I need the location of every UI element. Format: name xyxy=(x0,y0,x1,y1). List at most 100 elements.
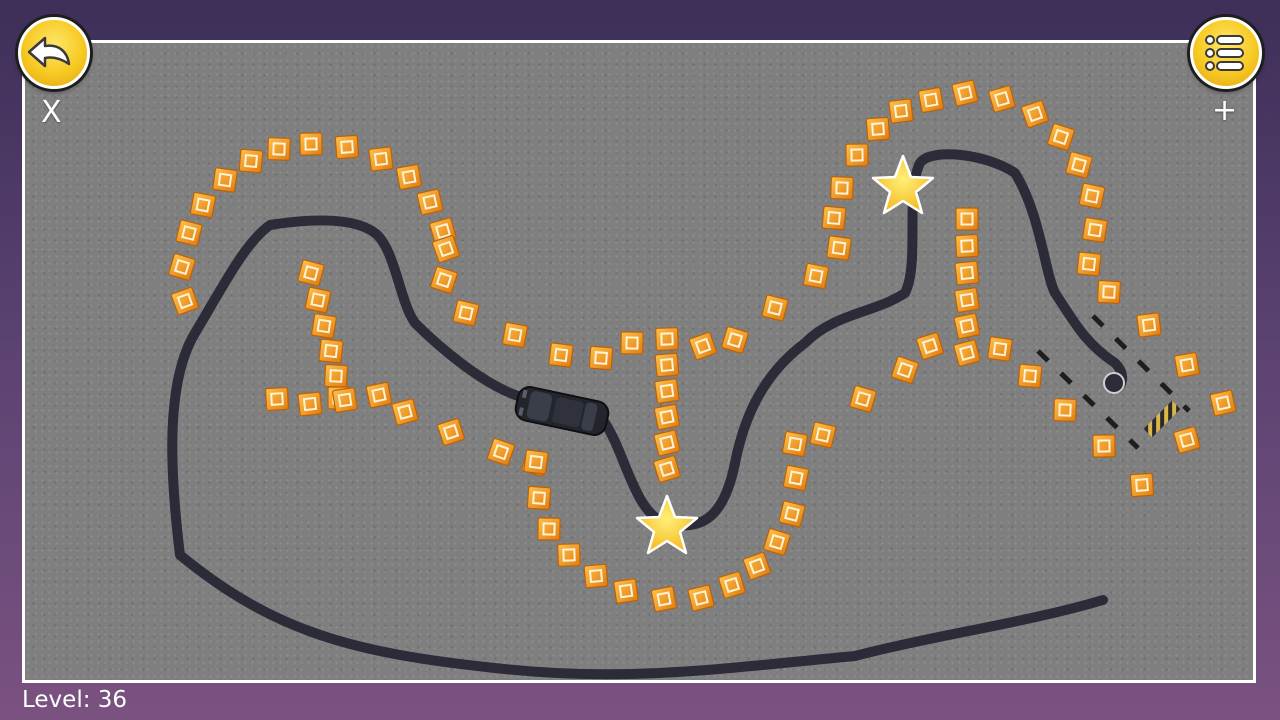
back-button[interactable] xyxy=(18,17,90,89)
traffic-cone xyxy=(763,528,791,556)
traffic-cone xyxy=(332,387,358,413)
traffic-cone xyxy=(1020,99,1050,129)
traffic-cone xyxy=(395,163,423,191)
traffic-cone xyxy=(1136,312,1162,338)
traffic-cone xyxy=(654,352,680,378)
player-car[interactable] xyxy=(513,385,610,437)
traffic-cone xyxy=(168,253,196,281)
traffic-cone xyxy=(1173,426,1201,454)
traffic-cone xyxy=(297,259,325,287)
traffic-cone xyxy=(1065,151,1093,179)
traffic-cone xyxy=(954,260,980,286)
traffic-cone xyxy=(1129,472,1155,498)
traffic-cone xyxy=(1076,251,1102,277)
traffic-cone xyxy=(368,146,394,172)
back-arrow-icon xyxy=(27,36,71,68)
traffic-cone xyxy=(501,321,529,349)
traffic-cone xyxy=(1017,363,1043,389)
traffic-cone xyxy=(890,355,920,385)
traffic-cone xyxy=(954,287,980,313)
traffic-cone xyxy=(189,191,217,219)
menu-list-icon xyxy=(1205,35,1244,71)
traffic-cone xyxy=(526,485,552,511)
traffic-cone xyxy=(437,418,465,446)
traffic-cone xyxy=(845,143,869,167)
traffic-cone xyxy=(1047,123,1075,151)
traffic-cone xyxy=(987,336,1013,362)
game-board[interactable] xyxy=(22,40,1256,683)
traffic-cone xyxy=(311,313,337,339)
traffic-cone xyxy=(264,386,290,412)
traffic-cone xyxy=(620,331,644,355)
barrier xyxy=(1143,400,1181,438)
traffic-cone xyxy=(721,326,749,354)
traffic-cone xyxy=(1082,217,1108,243)
traffic-cone xyxy=(778,500,806,528)
traffic-cone xyxy=(1078,182,1106,210)
traffic-cone xyxy=(391,398,419,426)
traffic-cone xyxy=(865,116,891,142)
traffic-cone xyxy=(170,286,200,316)
traffic-cone xyxy=(299,132,323,156)
traffic-cone xyxy=(653,455,681,483)
traffic-cones xyxy=(168,79,1237,613)
path-end-marker xyxy=(1103,372,1125,394)
traffic-cone xyxy=(988,85,1016,113)
traffic-cone xyxy=(452,299,480,327)
traffic-cone xyxy=(430,266,458,294)
close-label[interactable]: X xyxy=(41,95,62,130)
traffic-cone xyxy=(953,339,981,367)
traffic-cone xyxy=(802,262,830,290)
traffic-cone xyxy=(416,188,444,216)
add-label[interactable]: + xyxy=(1212,93,1238,128)
traffic-cone xyxy=(761,294,789,322)
traffic-cone xyxy=(953,312,981,340)
traffic-cone xyxy=(557,543,581,567)
traffic-cone xyxy=(688,331,718,361)
traffic-cone xyxy=(304,286,332,314)
traffic-cone xyxy=(323,363,349,389)
traffic-cone xyxy=(1092,434,1116,458)
star-collectible-1 xyxy=(871,154,935,215)
traffic-cone xyxy=(955,207,979,231)
traffic-cone xyxy=(548,342,574,368)
traffic-cone xyxy=(1173,351,1201,379)
traffic-cone xyxy=(826,235,852,261)
traffic-cone xyxy=(821,205,847,231)
traffic-cone xyxy=(318,338,344,364)
traffic-cone xyxy=(687,584,715,612)
menu-button[interactable] xyxy=(1190,17,1262,89)
traffic-cone xyxy=(951,79,979,107)
traffic-cone xyxy=(583,563,609,589)
traffic-cone xyxy=(1096,279,1122,305)
traffic-cone xyxy=(809,421,837,449)
traffic-cone xyxy=(613,578,639,604)
traffic-cone xyxy=(830,176,854,200)
traffic-cone xyxy=(742,551,772,581)
traffic-cone xyxy=(655,327,679,351)
level-label: Level: xyxy=(22,687,91,713)
traffic-cone xyxy=(523,449,549,475)
traffic-cone xyxy=(537,517,561,541)
game-scene xyxy=(167,79,1237,680)
traffic-cone xyxy=(849,385,877,413)
traffic-cone xyxy=(267,137,291,161)
traffic-cone xyxy=(297,391,323,417)
traffic-cone xyxy=(175,219,203,247)
traffic-cone xyxy=(781,430,809,458)
traffic-cone xyxy=(888,98,914,124)
traffic-cone xyxy=(654,378,680,404)
parking-spot xyxy=(1036,314,1191,450)
level-number: 36 xyxy=(97,687,128,713)
traffic-cone xyxy=(1053,398,1077,422)
level-indicator: Level: 36 xyxy=(22,686,127,714)
traffic-cone xyxy=(917,86,945,114)
traffic-cone xyxy=(954,233,980,259)
traffic-cone xyxy=(782,464,810,492)
traffic-cone xyxy=(212,167,238,193)
traffic-cone xyxy=(1209,389,1237,417)
traffic-cone xyxy=(718,571,746,599)
star-collectible-2 xyxy=(635,494,699,555)
traffic-cone xyxy=(238,148,264,174)
traffic-cone xyxy=(365,381,393,409)
